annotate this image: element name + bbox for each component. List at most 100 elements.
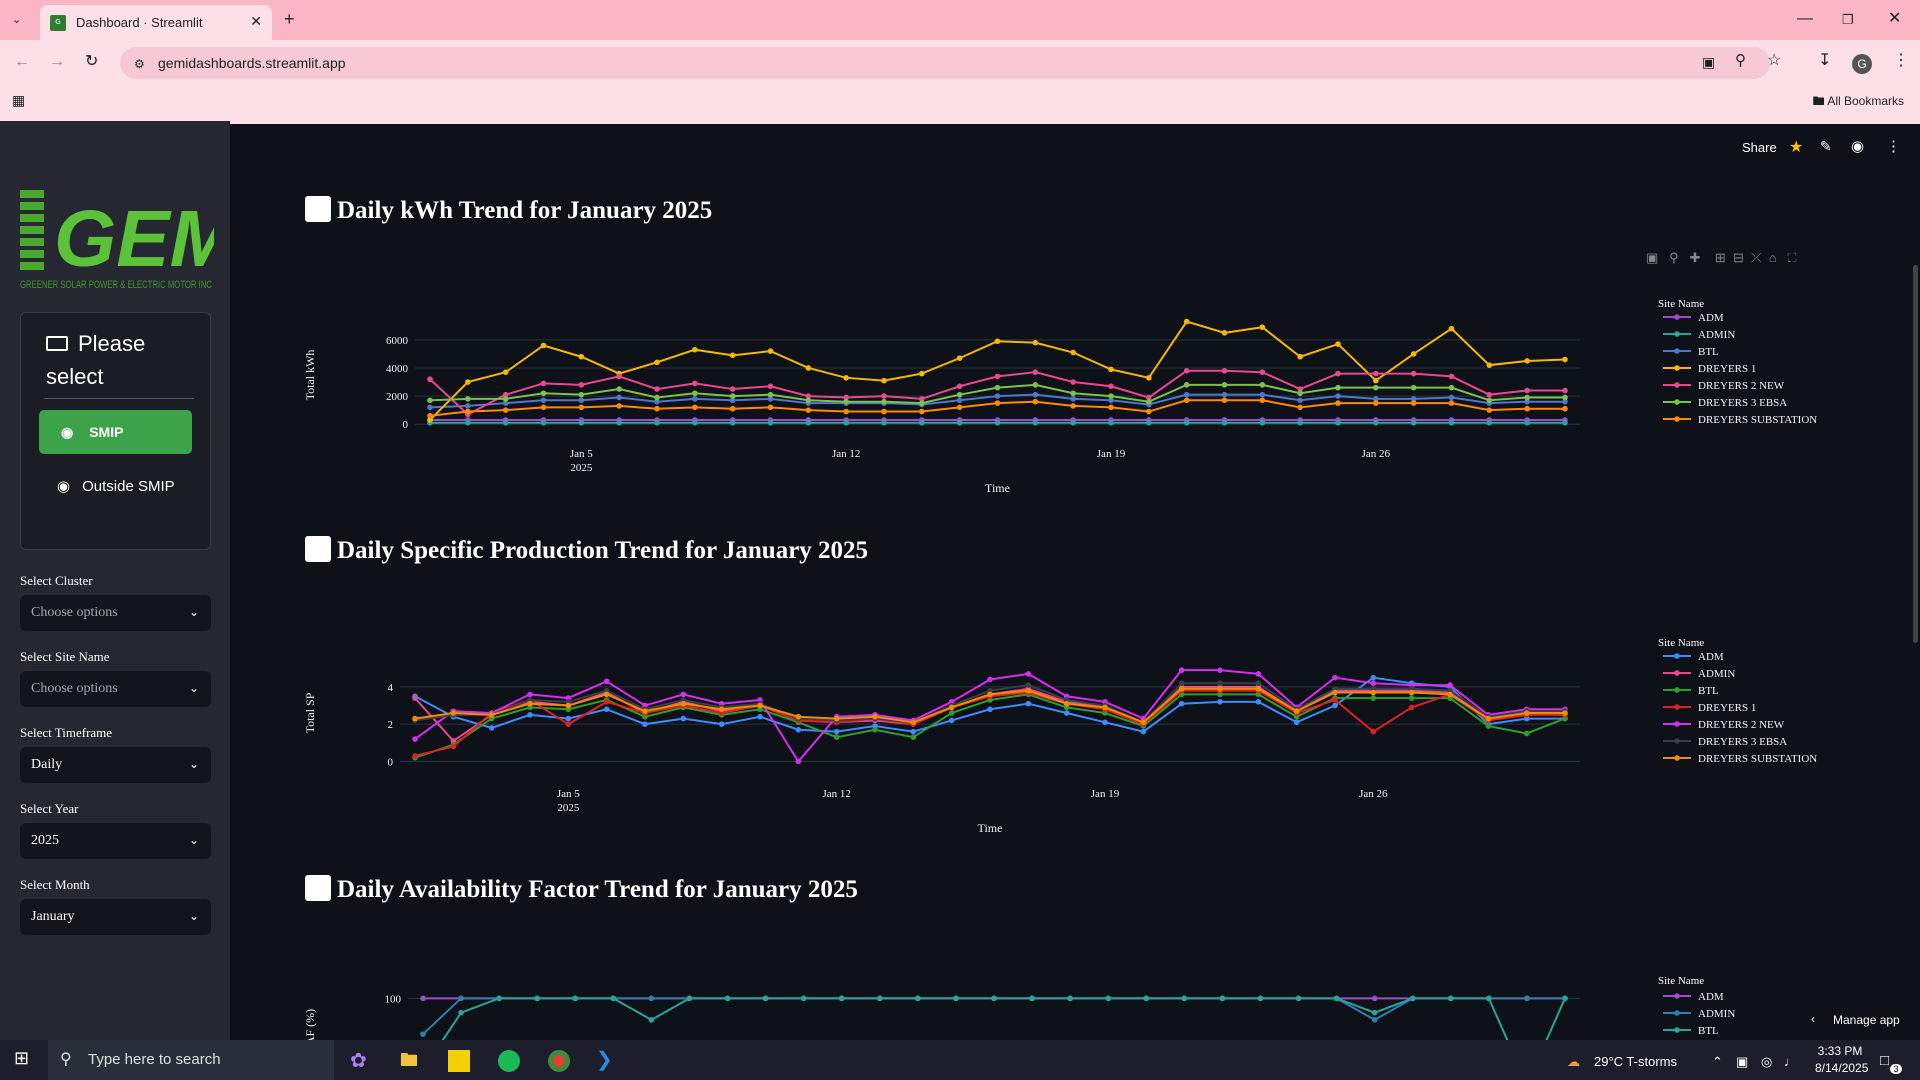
profile-avatar[interactable]: G (1852, 54, 1872, 74)
chevron-left-icon: ‹ (1811, 1012, 1815, 1026)
data-point (1411, 420, 1417, 426)
x-tick-label: Jan 19 (1091, 788, 1120, 800)
favorite-star-icon[interactable]: ★ (1789, 137, 1803, 157)
data-point (1026, 682, 1032, 688)
install-app-icon[interactable]: ▣ (1702, 54, 1715, 70)
new-tab-icon[interactable]: + (284, 11, 295, 27)
data-point (1260, 397, 1266, 403)
zoom-in-icon[interactable]: ⊞ (1715, 250, 1726, 265)
select-timeframe[interactable]: Daily ⌄ (20, 747, 211, 783)
pan-icon[interactable]: ✚ (1690, 250, 1701, 265)
gemi-logo: GEMI GREENER SOLAR POWER & ELECTRIC MOTO… (18, 188, 214, 296)
all-bookmarks[interactable]: 🖿 All Bookmarks (1813, 92, 1904, 113)
back-icon[interactable]: ← (14, 54, 30, 70)
clock[interactable]: 3:33 PM 8/14/2025 (1815, 1043, 1865, 1077)
select-year-label: Select Year (20, 801, 79, 817)
af-trend-chart[interactable]: 100 AF (%) Site Name ADM ADMIN BTL (300, 960, 1860, 1040)
data-point (566, 703, 572, 709)
data-point (654, 420, 660, 426)
select-month[interactable]: January ⌄ (20, 899, 211, 935)
share-button[interactable]: Share (1742, 140, 1777, 155)
menu-item-smip[interactable]: ◉ SMIP (39, 410, 192, 454)
menu-item-outside-smip[interactable]: ◉ Outside SMIP (57, 475, 177, 498)
zoom-icon[interactable]: ⚲ (1735, 53, 1746, 69)
close-window-icon[interactable]: ✕ (1888, 11, 1901, 27)
data-point (1373, 385, 1379, 391)
github-icon[interactable]: ◉ (1851, 137, 1864, 155)
select-cluster[interactable]: Choose options ⌄ (20, 595, 211, 631)
bookmarks-label: All Bookmarks (1827, 94, 1904, 108)
browser-menu-icon[interactable]: ⋮ (1893, 53, 1909, 69)
data-point (1410, 996, 1416, 1002)
data-point (768, 405, 774, 411)
sp-trend-chart[interactable]: 0 2 4 Total SP Jan 5 2025 Jan 12 Jan 19 Jan 26 Ti… (300, 624, 1860, 839)
camera-icon[interactable]: ▣ (1646, 250, 1658, 265)
browser-tab[interactable]: G Dashboard · Streamlit ✕ (40, 5, 272, 40)
data-point (1033, 392, 1039, 398)
clock-time: 3:33 PM (1818, 1044, 1863, 1058)
spotify-icon[interactable] (498, 1050, 520, 1072)
minimize-icon[interactable]: — (1797, 11, 1813, 27)
data-point (881, 399, 887, 405)
notifications-icon[interactable]: □ (1880, 1052, 1889, 1069)
data-point (534, 996, 540, 1002)
zoom-icon[interactable]: ⚲ (1669, 250, 1679, 265)
data-point (1332, 675, 1338, 681)
download-icon[interactable]: ↧ (1818, 53, 1831, 69)
apps-grid-icon[interactable]: ▦ (12, 92, 25, 108)
wifi-icon[interactable]: ◎ (1761, 1054, 1772, 1070)
copilot-icon[interactable]: ✿ (350, 1048, 367, 1073)
close-tab-icon[interactable]: ✕ (250, 13, 262, 30)
data-point (1217, 699, 1223, 705)
data-point (957, 397, 963, 403)
weather-text[interactable]: 29°C T-storms (1594, 1054, 1677, 1069)
data-point (1141, 720, 1147, 726)
reload-icon[interactable]: ↻ (85, 54, 98, 70)
data-point (1373, 378, 1379, 384)
data-point (881, 409, 887, 415)
taskbar-search[interactable]: ⚲ Type here to search (48, 1040, 334, 1080)
data-point (1524, 395, 1530, 401)
data-point (1217, 686, 1223, 692)
address-bar[interactable]: gemidashboards.streamlit.app (120, 47, 1770, 79)
restore-icon[interactable]: ❐ (1842, 12, 1854, 28)
data-point (1296, 996, 1302, 1002)
site-info-icon[interactable]: ⚙ (134, 56, 145, 72)
select-year[interactable]: 2025 ⌄ (20, 823, 211, 859)
data-point (953, 996, 959, 1002)
data-point (1033, 420, 1039, 426)
legend-marker (1674, 365, 1680, 371)
tab-search-icon[interactable]: ⌄ (12, 12, 21, 28)
edit-pencil-icon[interactable]: ✎ (1820, 138, 1832, 155)
select-site-name[interactable]: Choose options ⌄ (20, 671, 211, 707)
legend-entry: DREYERS 2 NEW (1698, 380, 1785, 392)
data-point (503, 407, 509, 413)
data-point (1409, 690, 1415, 696)
bookmark-star-icon[interactable]: ☆ (1767, 53, 1781, 69)
kwh-trend-chart[interactable]: 0 2000 4000 6000 Total kWh Jan 5 2025 Jan 12 Jan… (300, 285, 1860, 500)
data-point (915, 996, 921, 1002)
menu-item-label: SMIP (89, 424, 123, 440)
volume-icon[interactable]: ♩ (1784, 1054, 1797, 1069)
tray-chevron-icon[interactable]: ⌃ (1712, 1054, 1723, 1070)
legend-marker (1674, 738, 1680, 744)
autoscale-icon[interactable]: ⤫ (1751, 250, 1761, 265)
windows-start-icon[interactable]: ⊞ (14, 1048, 29, 1069)
network-icon[interactable]: ▣ (1736, 1054, 1748, 1070)
data-point (1332, 703, 1338, 709)
series-line (423, 998, 1565, 1034)
app-menu-icon[interactable]: ⋮ (1886, 137, 1901, 155)
data-point (957, 355, 963, 361)
reset-axes-icon[interactable]: ⌂ (1769, 250, 1777, 265)
vscode-icon[interactable]: ❯ (596, 1047, 613, 1072)
fullscreen-icon[interactable]: ⛶ (1788, 250, 1797, 265)
sticky-notes-icon[interactable] (448, 1050, 470, 1072)
manage-app-button[interactable]: ‹ Manage app (1791, 1003, 1920, 1037)
data-point (654, 395, 660, 401)
forward-icon[interactable]: → (49, 54, 65, 70)
main-scrollbar[interactable] (1913, 265, 1918, 643)
zoom-out-icon[interactable]: ⊟ (1733, 250, 1744, 265)
chrome-icon[interactable] (548, 1050, 570, 1072)
file-explorer-icon[interactable]: 🖿 (400, 1048, 418, 1078)
logo-text: GEMI (54, 194, 214, 283)
